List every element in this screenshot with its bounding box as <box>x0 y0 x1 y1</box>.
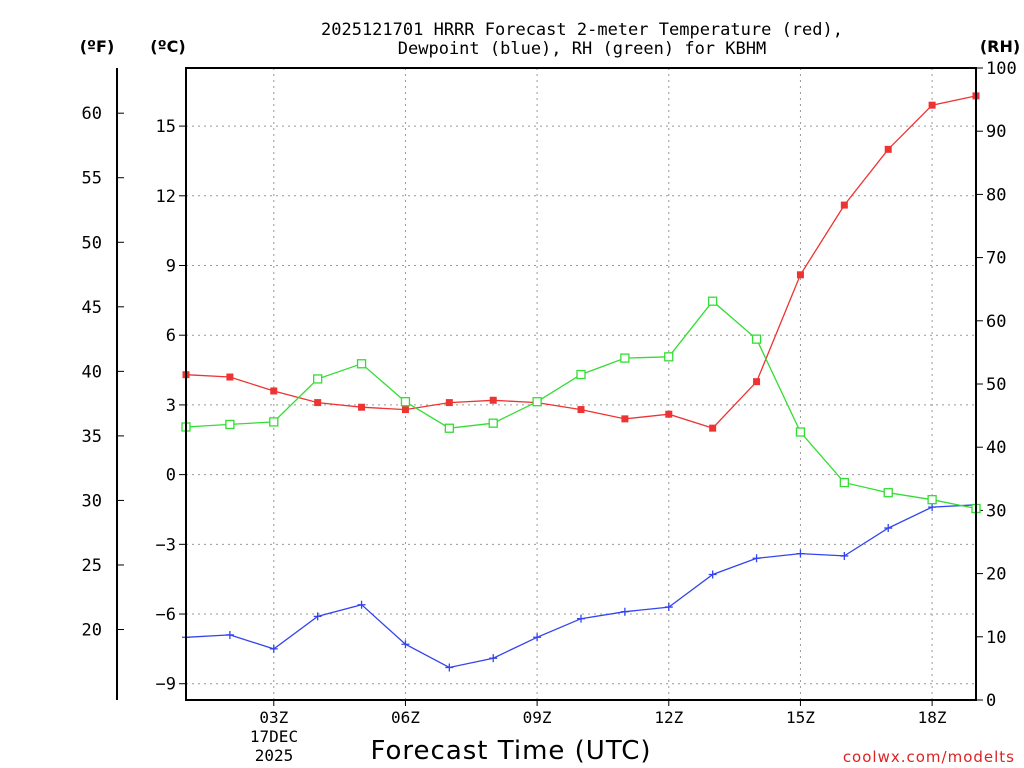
fahrenheit-tick-label: 35 <box>82 427 102 447</box>
rh-tick-label: 80 <box>986 185 1006 205</box>
temperature-point <box>489 396 497 404</box>
date-label-day: 17DEC <box>250 727 298 746</box>
rh-point <box>313 374 323 384</box>
x-tick-label: 06Z <box>391 708 420 727</box>
rh-point <box>356 359 367 369</box>
date-label-year: 2025 <box>255 746 294 765</box>
dewpoint-point <box>489 654 498 663</box>
rh-point <box>269 417 279 427</box>
dewpoint-point <box>533 633 542 642</box>
temperature-point <box>577 406 585 414</box>
rh-tick-label: 20 <box>986 565 1006 585</box>
rh-point <box>620 353 630 363</box>
rh-tick-label: 40 <box>986 438 1006 458</box>
celsius-tick-label: 3 <box>166 396 176 416</box>
celsius-tick-label: 9 <box>166 257 176 277</box>
fahrenheit-unit-label: (ºF) <box>80 37 115 56</box>
dewpoint-point <box>928 503 937 512</box>
temperature-point <box>928 101 936 109</box>
plot-frame <box>185 67 977 701</box>
x-tick-label: 18Z <box>918 708 947 727</box>
fahrenheit-tick-label: 20 <box>82 621 102 641</box>
rh-tick-label: 30 <box>986 501 1006 521</box>
rh-point <box>444 423 454 433</box>
x-tick-label: 12Z <box>654 708 683 727</box>
celsius-tick-label: −6 <box>156 605 176 625</box>
rh-tick-label: 50 <box>986 375 1006 395</box>
celsius-tick-label: 12 <box>156 187 176 207</box>
fahrenheit-tick-label: 40 <box>82 362 102 382</box>
celsius-tick-label: 15 <box>156 117 176 137</box>
rh-tick-label: 10 <box>986 628 1006 648</box>
temperature-point <box>401 406 409 414</box>
x-axis-title: Forecast Time (UTC) <box>370 736 651 766</box>
rh-tick-label: 70 <box>986 249 1006 269</box>
rh-unit-label: (RH) <box>980 37 1020 56</box>
temperature-point <box>753 378 761 386</box>
rh-point <box>927 495 937 505</box>
celsius-tick-label: −3 <box>156 535 176 555</box>
temperature-point <box>358 403 366 411</box>
x-tick-label: 15Z <box>786 708 815 727</box>
temperature-point <box>840 201 848 209</box>
temperature-point <box>226 373 234 381</box>
rh-point <box>839 477 849 488</box>
dewpoint-point <box>752 554 761 563</box>
celsius-unit-label: (ºC) <box>150 37 185 56</box>
temperature-point <box>709 424 717 432</box>
fahrenheit-tick-label: 55 <box>82 169 102 189</box>
dewpoint-point <box>840 551 849 560</box>
dewpoint-point <box>225 630 234 639</box>
fahrenheit-tick-label: 30 <box>82 491 102 511</box>
temperature-point <box>445 399 453 407</box>
rh-tick-label: 60 <box>986 312 1006 332</box>
credit-label: coolwx.com/modelts <box>843 748 1015 766</box>
fahrenheit-tick-label: 60 <box>82 104 102 124</box>
rh-point <box>488 418 498 428</box>
dewpoint-point <box>357 600 366 609</box>
fahrenheit-tick-label: 45 <box>82 298 102 318</box>
rh-point <box>532 397 542 407</box>
dewpoint-point <box>577 614 585 623</box>
temperature-point <box>621 415 629 423</box>
temperature-point <box>314 399 322 407</box>
dewpoint-point <box>620 607 629 616</box>
rh-point <box>795 427 806 437</box>
dewpoint-point <box>313 612 322 621</box>
dewpoint-point <box>664 603 673 612</box>
rh-point <box>225 419 235 430</box>
rh-point <box>883 488 893 498</box>
x-tick-label: 09Z <box>523 708 552 727</box>
celsius-tick-label: 6 <box>166 326 176 346</box>
celsius-tick-label: −9 <box>156 675 176 695</box>
rh-point <box>400 397 411 407</box>
temperature-point <box>884 145 892 153</box>
dewpoint-point <box>401 640 410 649</box>
rh-point <box>708 296 718 306</box>
rh-tick-label: 0 <box>986 691 996 711</box>
dewpoint-point <box>269 644 278 653</box>
rh-point <box>576 369 586 380</box>
fahrenheit-tick-label: 25 <box>82 556 102 576</box>
dewpoint-point <box>796 549 805 558</box>
chart-title-line2: Dewpoint (blue), RH (green) for KBHM <box>398 39 766 59</box>
axis-ticks: 03Z 06Z 09Z 12Z 15Z 18Z15129630−3−6−960555045… <box>82 59 1017 727</box>
rh-tick-label: 90 <box>986 122 1006 142</box>
dewpoint-point <box>445 663 454 672</box>
rh-point <box>664 352 674 362</box>
temperature-point <box>270 387 278 395</box>
dewpoint-point <box>708 570 717 579</box>
fahrenheit-tick-label: 50 <box>82 233 102 253</box>
temperature-point <box>796 271 804 279</box>
rh-point <box>751 334 762 344</box>
temperature-point <box>665 410 673 418</box>
x-tick-label: 03Z <box>259 708 288 727</box>
dewpoint-point <box>884 524 893 533</box>
series-markers <box>181 92 981 672</box>
chart-title-line1: 2025121701 HRRR Forecast 2-meter Tempera… <box>321 20 843 40</box>
celsius-tick-label: 0 <box>166 466 176 486</box>
rh-tick-label: 100 <box>986 59 1017 79</box>
